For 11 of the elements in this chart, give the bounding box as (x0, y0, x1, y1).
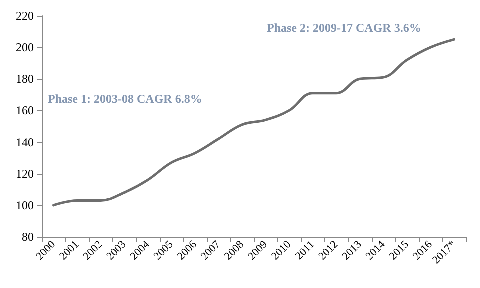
y-tick-label: 100 (16, 198, 34, 212)
y-tick-label: 160 (16, 104, 34, 118)
y-tick-label: 80 (22, 230, 34, 244)
y-tick-label: 180 (16, 72, 34, 86)
y-tick-label: 200 (16, 40, 34, 55)
y-tick-label: 220 (16, 9, 34, 23)
annotation: Phase 2: 2009-17 CAGR 3.6% (267, 21, 422, 35)
annotation: Phase 1: 2003-08 CAGR 6.8% (48, 92, 202, 106)
x-tick-label: 2011 (293, 238, 318, 262)
y-tick-label: 140 (16, 135, 34, 150)
y-tick-label: 120 (16, 166, 34, 181)
